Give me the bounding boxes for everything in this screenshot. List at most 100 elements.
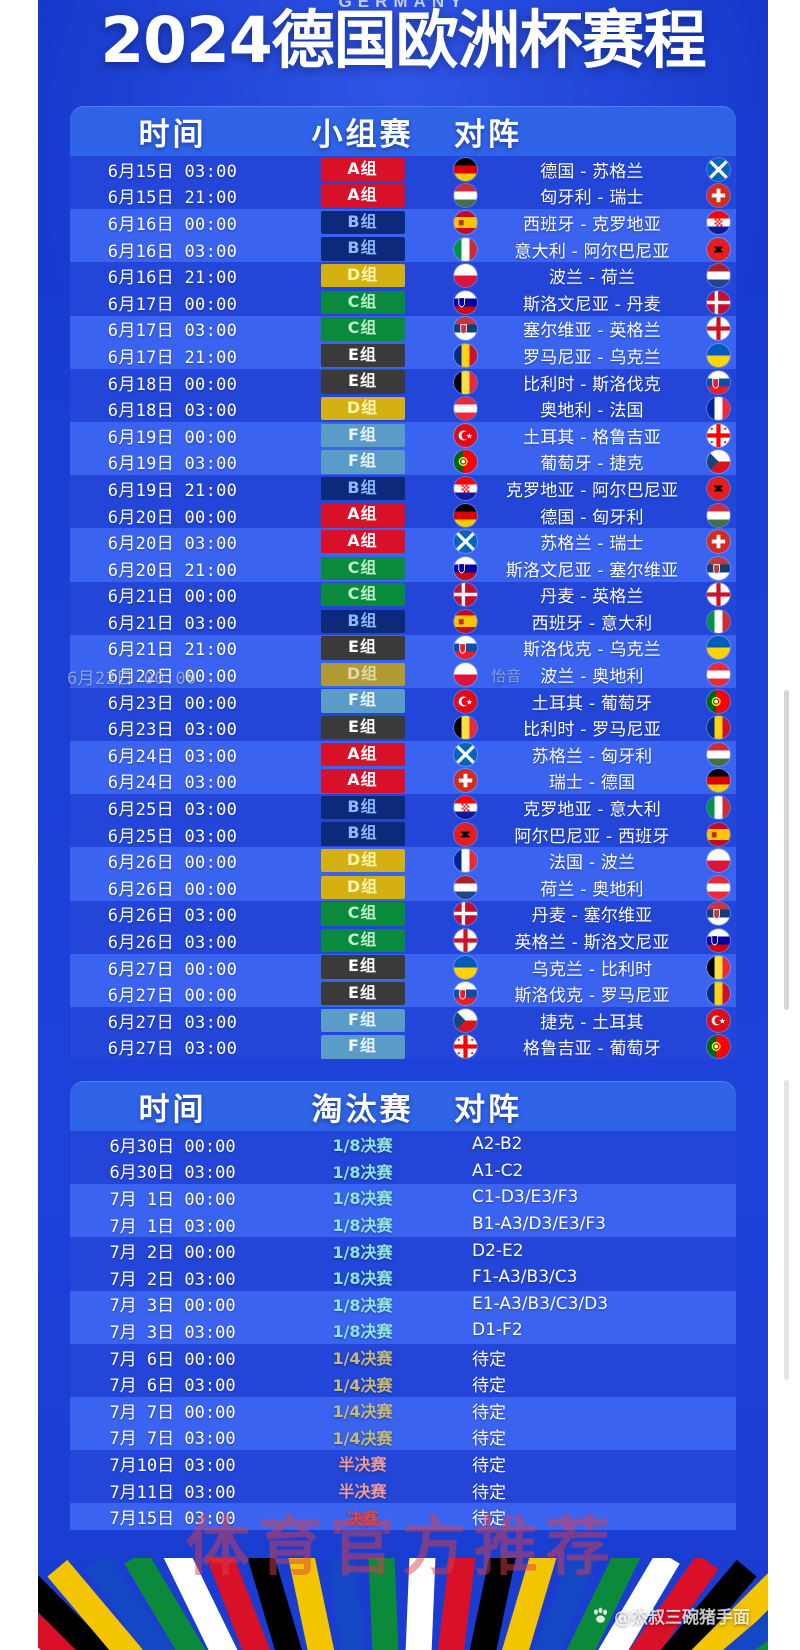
table-row[interactable]: 6月24日 03:00 A组 瑞士 - 德国 xyxy=(70,767,736,795)
bunting-strip xyxy=(368,1558,401,1650)
group-badge-cell: F组 xyxy=(275,1035,450,1059)
flag-icon-pt xyxy=(707,689,730,713)
table-row[interactable]: 7月 2日 03:00 1/8决赛 F1-A3/B3/C3 xyxy=(70,1263,736,1291)
flag-icon-at xyxy=(707,663,730,687)
table-row[interactable]: 6月30日 03:00 1/8决赛 A1-C2 xyxy=(70,1157,736,1185)
flag-icon-pl xyxy=(707,849,730,873)
match-cell: 法国 - 波兰 xyxy=(450,848,736,873)
group-badge-cell: D组 xyxy=(275,263,450,288)
table-row[interactable]: 6月15日 03:00 A组 德国 - 苏格兰 xyxy=(70,156,736,183)
table-row[interactable]: 6月26日 00:00 D组 荷兰 - 奥地利 xyxy=(70,874,736,901)
poster-header: GERMANY 2024德国欧洲杯赛程 xyxy=(38,0,768,108)
table-row[interactable]: 6月27日 03:00 F组 捷克 - 土耳其 xyxy=(70,1007,736,1034)
table-row[interactable]: 6月21日 00:00 C组 丹麦 - 英格兰 xyxy=(70,581,736,609)
table-row[interactable]: 7月11日 03:00 半决赛 待定 xyxy=(70,1476,736,1504)
table-row[interactable]: 6月19日 21:00 B组 克罗地亚 - 阿尔巴尼亚 xyxy=(70,475,736,502)
table-row[interactable]: 7月 1日 00:00 1/8决赛 C1-D3/E3/F3 xyxy=(70,1184,736,1211)
table-row[interactable]: 7月 7日 03:00 1/4决赛 待定 xyxy=(70,1423,736,1451)
flag-icon-at xyxy=(707,875,730,899)
table-row[interactable]: 7月15日 03:00 决赛 待定 xyxy=(70,1503,736,1530)
table-row[interactable]: 6月15日 21:00 A组 匈牙利 - 瑞士 xyxy=(70,182,736,210)
table-row[interactable]: 6月23日 00:00 F组 土耳其 - 葡萄牙 xyxy=(70,687,736,715)
match-time: 7月 2日 00:00 xyxy=(109,1243,236,1264)
flag-icon-hr xyxy=(454,796,477,820)
table-row[interactable]: 6月23日 03:00 E组 比利时 - 罗马尼亚 xyxy=(70,714,736,742)
match-time: 6月24日 03:00 xyxy=(107,746,238,767)
team-names: 比利时 - 斯洛伐克 xyxy=(523,374,661,395)
group-badge-cell: E组 xyxy=(275,370,450,394)
table-row[interactable]: 7月 2日 00:00 1/8决赛 D2-E2 xyxy=(70,1237,736,1264)
group-badge-cell: D组 xyxy=(275,849,450,873)
table-row[interactable]: 6月25日 03:00 B组 克罗地亚 - 意大利 xyxy=(70,794,736,821)
table-row[interactable]: 6月17日 00:00 C组 斯洛文尼亚 - 丹麦 xyxy=(70,288,736,316)
table-row[interactable]: 6月16日 00:00 B组 西班牙 - 克罗地亚 xyxy=(70,209,736,236)
flag-icon-dk xyxy=(707,290,730,314)
team-names: 土耳其 - 葡萄牙 xyxy=(531,693,653,714)
match-time: 7月 1日 00:00 xyxy=(109,1189,236,1210)
group-stage-rows: 6月15日 03:00 A组 德国 - 苏格兰 6月15日 21:00 A组 匈牙利 - … xyxy=(67,156,736,1061)
table-row[interactable]: 6月17日 03:00 C组 塞尔维亚 - 英格兰 xyxy=(70,315,736,343)
header-kicker: GERMANY xyxy=(338,0,468,11)
team-names: 波兰 - 荷兰 xyxy=(548,268,636,289)
flag-icon-sc xyxy=(454,742,477,766)
table-row[interactable]: 7月 3日 00:00 1/8决赛 E1-A3/B3/C3/D3 xyxy=(70,1290,736,1318)
table-row[interactable]: 6月25日 03:00 B组 阿尔巴尼亚 - 西班牙 xyxy=(70,820,736,848)
group-badge-cell: F组 xyxy=(275,450,450,474)
group-badge: C组 xyxy=(320,928,405,953)
group-badge-cell: E组 xyxy=(275,343,450,368)
match-cell: 奥地利 - 法国 xyxy=(450,396,736,421)
table-row[interactable]: 6月17日 21:00 E组 罗马尼亚 - 乌克兰 xyxy=(70,342,736,369)
table-row[interactable]: 7月10日 03:00 半决赛 待定 xyxy=(70,1450,736,1477)
table-row[interactable]: 6月26日 03:00 C组 丹麦 - 塞尔维亚 xyxy=(70,900,736,928)
table-row[interactable]: 7月 6日 00:00 1/4决赛 待定 xyxy=(70,1343,736,1371)
group-badge-cell: A组 xyxy=(275,184,450,208)
scrollbar-thumb-secondary[interactable] xyxy=(784,1080,789,1380)
table-row[interactable]: 6月22日 00:00 D组 波兰 - 奥地利 xyxy=(67,661,736,689)
team-names: 土耳其 - 格鲁吉亚 xyxy=(523,427,661,448)
table-row[interactable]: 6月16日 03:00 B组 意大利 - 阿尔巴尼亚 xyxy=(70,235,736,263)
table-row[interactable]: 7月 1日 03:00 1/8决赛 B1-A3/D3/E3/F3 xyxy=(70,1210,736,1238)
table-row[interactable]: 6月20日 00:00 A组 德国 - 匈牙利 xyxy=(70,501,736,529)
table-row[interactable]: 6月24日 03:00 A组 苏格兰 - 匈牙利 xyxy=(70,741,736,768)
knockout-matchup: B1-A3/D3/E3/F3 xyxy=(472,1214,606,1235)
match-time: 6月26日 03:00 xyxy=(107,933,238,954)
flag-icon-es xyxy=(454,210,477,234)
flag-icon-it xyxy=(707,796,730,820)
scrollbar-track[interactable] xyxy=(768,0,800,1650)
table-row[interactable]: 6月16日 21:00 D组 波兰 - 荷兰 xyxy=(70,262,736,289)
group-badge-cell: D组 xyxy=(275,662,450,687)
table-row[interactable]: 6月18日 00:00 E组 比利时 - 斯洛伐克 xyxy=(70,368,736,396)
knockout-stage-label: 1/8决赛 xyxy=(332,1322,393,1342)
group-badge: C组 xyxy=(320,583,405,607)
table-row[interactable]: 6月21日 21:00 E组 斯洛伐克 - 乌克兰 xyxy=(70,634,736,662)
flag-icon-sk xyxy=(454,636,477,660)
match-time: 6月19日 03:00 xyxy=(107,454,238,475)
table-row[interactable]: 6月27日 00:00 E组 斯洛伐克 - 罗马尼亚 xyxy=(70,980,736,1007)
table-row[interactable]: 6月26日 03:00 C组 英格兰 - 斯洛文尼亚 xyxy=(70,927,736,954)
group-badge-cell: D组 xyxy=(275,396,450,421)
table-row[interactable]: 6月30日 00:00 1/8决赛 A2-B2 xyxy=(70,1131,736,1158)
scrollbar-thumb[interactable] xyxy=(784,690,789,1010)
group-badge-cell: F组 xyxy=(275,423,450,447)
team-names: 丹麦 - 塞尔维亚 xyxy=(531,906,653,927)
team-names: 奥地利 - 法国 xyxy=(540,401,644,422)
table-row[interactable]: 6月20日 03:00 A组 苏格兰 - 瑞士 xyxy=(70,528,736,555)
table-row[interactable]: 7月 7日 00:00 1/4决赛 待定 xyxy=(70,1396,736,1424)
table-row[interactable]: 6月21日 03:00 B组 西班牙 - 意大利 xyxy=(70,608,736,635)
table-row[interactable]: 7月 3日 03:00 1/8决赛 D1-F2 xyxy=(70,1317,736,1344)
group-badge: B组 xyxy=(320,210,405,235)
table-row[interactable]: 6月27日 03:00 F组 格鲁吉亚 - 葡萄牙 xyxy=(70,1033,736,1061)
table-row[interactable]: 6月19日 03:00 F组 葡萄牙 - 捷克 xyxy=(70,448,736,476)
table-row[interactable]: 6月19日 00:00 F组 土耳其 - 格鲁吉亚 xyxy=(70,421,736,449)
knockout-stage-label: 1/8决赛 xyxy=(332,1269,393,1289)
table-row[interactable]: 7月 6日 03:00 1/4决赛 待定 xyxy=(70,1370,736,1397)
table-row[interactable]: 6月20日 21:00 C组 斯洛文尼亚 - 塞尔维亚 xyxy=(70,554,736,582)
table-row[interactable]: 6月18日 03:00 D组 奥地利 - 法国 xyxy=(70,395,736,422)
table-row[interactable]: 6月27日 00:00 E组 乌克兰 - 比利时 xyxy=(70,953,736,981)
group-badge: C组 xyxy=(320,902,405,926)
flag-icon-hr xyxy=(707,210,730,234)
group-badge: E组 xyxy=(320,370,405,394)
group-badge-cell: E组 xyxy=(275,982,450,1006)
match-cell: 瑞士 - 德国 xyxy=(450,768,736,793)
table-row[interactable]: 6月26日 00:00 D组 法国 - 波兰 xyxy=(70,847,736,875)
